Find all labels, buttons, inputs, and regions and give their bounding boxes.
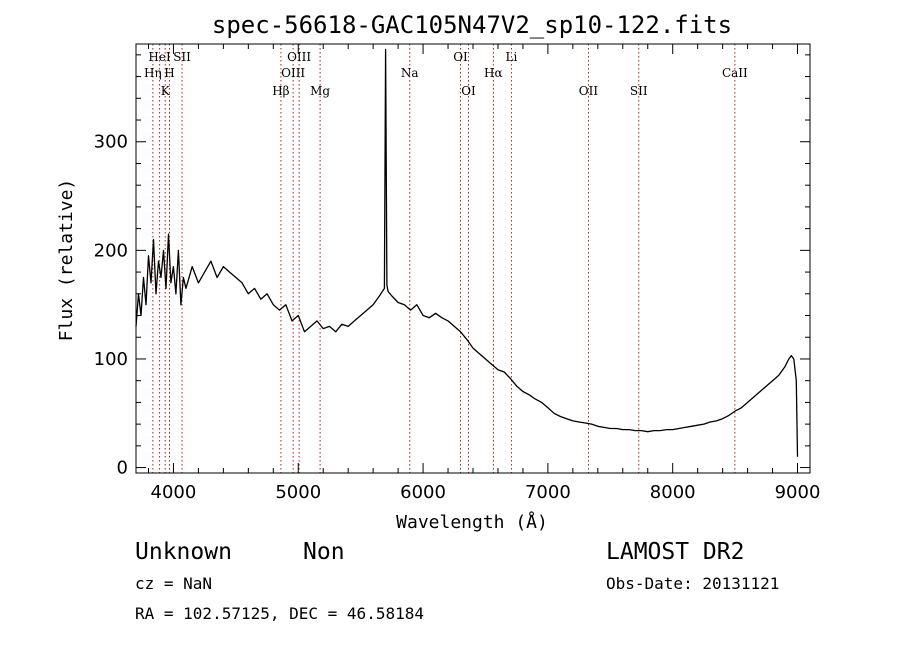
spectral-line-label: Mg: [310, 84, 330, 98]
y-tick-label: 300: [94, 132, 128, 153]
redshift-value: cz = NaN: [135, 574, 212, 593]
spectral-line-label: SII: [173, 50, 191, 64]
spectral-line-label: Na: [401, 66, 419, 80]
spectral-line-label: OIII: [281, 66, 305, 80]
spectral-line-label: Li: [506, 50, 518, 64]
spectral-line-label: K: [161, 84, 171, 98]
axis-ticks-layer: 4000 5000 6000 7000 8000 9000 0 100 200 300: [94, 44, 821, 503]
spectral-line-label: SII: [630, 84, 648, 98]
coordinates: RA = 102.57125, DEC = 46.58184: [135, 604, 424, 623]
survey-name: LAMOST DR2: [606, 539, 744, 565]
x-tick-label: 9000: [775, 482, 821, 503]
y-tick-label: 200: [94, 240, 128, 261]
spectral-line-label: HeI: [148, 50, 171, 64]
spectrum-series-line: [135, 48, 799, 457]
spectral-line-label: Hβ: [272, 84, 289, 98]
spectral-line-label: OI: [461, 84, 476, 98]
y-tick-label: 0: [117, 458, 128, 479]
spectral-line-label: OIII: [287, 50, 311, 64]
y-axis-label: Flux (relative): [56, 179, 77, 342]
spectral-line-label: H: [164, 66, 174, 80]
object-class: Unknown: [135, 539, 232, 565]
spectral-line-label: Hη: [144, 66, 162, 80]
x-tick-label: 8000: [650, 482, 696, 503]
spectral-line-label: OII: [579, 84, 599, 98]
spectral-line-label: OI: [453, 50, 468, 64]
obs-date: Obs-Date: 20131121: [606, 574, 779, 593]
spectral-line-label: Hα: [484, 66, 503, 80]
x-tick-label: 5000: [275, 482, 321, 503]
chart-title: spec-56618-GAC105N47V2_sp10-122.fits: [212, 11, 732, 39]
object-subclass: Non: [303, 539, 345, 565]
plot-frame: [135, 43, 811, 474]
y-tick-label: 100: [94, 349, 128, 370]
spectral-line-label: CaII: [722, 66, 748, 80]
x-tick-label: 6000: [400, 482, 446, 503]
x-axis-label: Wavelength (Å): [396, 511, 548, 533]
spectrum-layer: [135, 48, 799, 457]
x-tick-label: 4000: [151, 482, 197, 503]
x-tick-label: 7000: [525, 482, 571, 503]
